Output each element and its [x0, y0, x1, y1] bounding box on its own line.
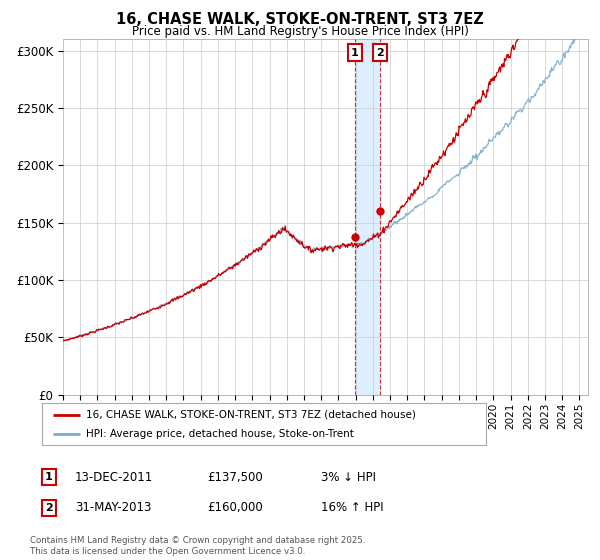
- Text: £137,500: £137,500: [207, 470, 263, 484]
- Text: 31-MAY-2013: 31-MAY-2013: [75, 501, 151, 515]
- Text: £160,000: £160,000: [207, 501, 263, 515]
- Text: 2: 2: [45, 503, 53, 513]
- Text: 3% ↓ HPI: 3% ↓ HPI: [321, 470, 376, 484]
- Text: 1: 1: [45, 472, 53, 482]
- Text: HPI: Average price, detached house, Stoke-on-Trent: HPI: Average price, detached house, Stok…: [86, 429, 354, 439]
- Text: 16% ↑ HPI: 16% ↑ HPI: [321, 501, 383, 515]
- Text: 13-DEC-2011: 13-DEC-2011: [75, 470, 153, 484]
- Text: 1: 1: [351, 48, 359, 58]
- Text: Price paid vs. HM Land Registry's House Price Index (HPI): Price paid vs. HM Land Registry's House …: [131, 25, 469, 38]
- Text: 16, CHASE WALK, STOKE-ON-TRENT, ST3 7EZ (detached house): 16, CHASE WALK, STOKE-ON-TRENT, ST3 7EZ …: [86, 409, 416, 419]
- Bar: [355, 39, 380, 395]
- Text: 16, CHASE WALK, STOKE-ON-TRENT, ST3 7EZ: 16, CHASE WALK, STOKE-ON-TRENT, ST3 7EZ: [116, 12, 484, 27]
- Text: Contains HM Land Registry data © Crown copyright and database right 2025.
This d: Contains HM Land Registry data © Crown c…: [30, 536, 365, 556]
- Text: 2: 2: [376, 48, 384, 58]
